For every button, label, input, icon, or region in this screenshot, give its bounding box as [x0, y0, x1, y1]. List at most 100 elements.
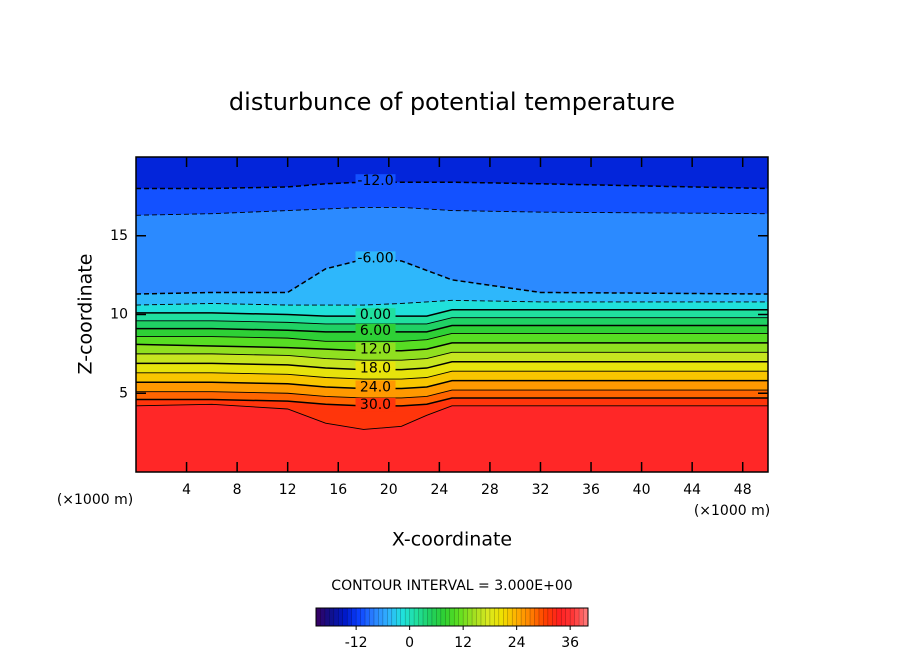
- colorbar-cell: [579, 608, 584, 626]
- colorbar-cell: [329, 608, 335, 626]
- contour-label: -12.0: [357, 173, 393, 189]
- contour-label: 30.0: [360, 397, 391, 413]
- colorbar-cell: [360, 608, 366, 626]
- colorbar-cell: [347, 608, 352, 626]
- colorbar-cell: [494, 608, 500, 626]
- contour-label-bg: [355, 308, 396, 323]
- contour-line: [135, 206, 769, 216]
- colorbar-cell: [449, 608, 455, 626]
- colorbar-cell: [543, 608, 549, 626]
- colorbar-cell: [400, 608, 406, 626]
- colorbar-cell: [445, 608, 451, 626]
- colorbar-cell: [556, 608, 562, 626]
- y-tick-label: 15: [110, 228, 128, 244]
- colorbar-cell: [507, 608, 513, 626]
- y-tick-label: 5: [119, 385, 128, 401]
- contour-interval-note: CONTOUR INTERVAL = 3.000E+00: [331, 578, 572, 594]
- colorbar-cell: [338, 608, 344, 626]
- colorbar-cell: [525, 608, 531, 626]
- x-tick-label: 36: [582, 482, 600, 498]
- colorbar-cell: [530, 608, 535, 626]
- colorbar-cell: [320, 608, 326, 626]
- contour-label-bg: [355, 251, 396, 266]
- contour-label: 12.0: [360, 342, 391, 358]
- x-tick-label: 32: [532, 482, 550, 498]
- colorbar-cell: [414, 608, 419, 626]
- contour-label-bg: [355, 361, 396, 376]
- colorbar-cell: [467, 608, 473, 626]
- contour-label: 24.0: [360, 380, 391, 396]
- x-tick-label: 40: [633, 482, 651, 498]
- contour-label-bg: [355, 380, 396, 395]
- contour-label: 0.00: [360, 307, 391, 323]
- colorbar-cell: [570, 608, 575, 626]
- colorbar-cell: [378, 608, 384, 626]
- colorbar-cell: [489, 608, 495, 626]
- colorbar-cell: [463, 608, 468, 626]
- x-tick-label: 12: [279, 482, 297, 498]
- x-tick-label: 44: [683, 482, 701, 498]
- colorbar-cell: [373, 608, 379, 626]
- contour-label-bg: [355, 323, 396, 338]
- colorbar-cell: [324, 608, 330, 626]
- colorbar-tick-label: 0: [405, 635, 414, 651]
- x-axis-label: X-coordinate: [392, 529, 512, 551]
- colorbar-cell: [512, 608, 517, 626]
- colorbar-cell: [333, 608, 339, 626]
- colorbar-cell: [342, 608, 348, 626]
- colorbar-cell: [387, 608, 393, 626]
- colorbar-cell: [472, 608, 477, 626]
- colorbar-cell: [431, 608, 437, 626]
- colorbar-frame: [315, 607, 589, 627]
- y-axis-label: Z-coordinate: [75, 254, 97, 375]
- contour-label: 18.0: [360, 361, 391, 377]
- contour-line: [135, 299, 768, 306]
- colorbar-cell: [561, 608, 567, 626]
- colorbar-cell: [503, 608, 509, 626]
- colorbar-cell: [396, 608, 402, 626]
- colorbar-cell: [427, 608, 433, 626]
- colorbar-cell: [547, 608, 553, 626]
- contour-label-bg: [355, 174, 396, 189]
- contour-label: -6.00: [357, 250, 393, 266]
- contour-line: [135, 258, 769, 295]
- colorbar-cell: [485, 608, 491, 626]
- colorbar-cell: [356, 608, 361, 626]
- y-unit-label: (×1000 m): [57, 492, 133, 508]
- colorbar-cell: [534, 608, 540, 626]
- colorbar-cell: [476, 608, 482, 626]
- colorbar-cell: [516, 608, 522, 626]
- colorbar-cell: [583, 608, 589, 626]
- contour-line: [136, 332, 768, 342]
- contour-line: [135, 403, 768, 430]
- colorbar-cell: [351, 608, 357, 626]
- colorbar-cell: [440, 608, 446, 626]
- colorbar-cell: [391, 608, 397, 626]
- colorbar-cell: [436, 608, 442, 626]
- colorbar-tick-label: 12: [454, 635, 472, 651]
- colorbar-cell: [552, 608, 558, 626]
- colorbar-cell: [369, 608, 375, 626]
- contour-line: [136, 370, 768, 380]
- x-tick-label: 4: [182, 482, 191, 498]
- y-tick-label: 10: [110, 307, 128, 323]
- colorbar-cell: [316, 608, 321, 626]
- colorbar-cell: [480, 608, 486, 626]
- colorbar-tick-label: -12: [345, 635, 368, 651]
- colorbar-cell: [458, 608, 464, 626]
- chart-title: disturbunce of potential temperature: [229, 88, 675, 116]
- colorbar-cell: [382, 608, 388, 626]
- colorbar-cell: [498, 608, 504, 626]
- x-tick-label: 20: [380, 482, 398, 498]
- contour-fill: [136, 404, 768, 472]
- colorbar-cell: [365, 608, 370, 626]
- colorbar-cell: [405, 608, 410, 626]
- contour-label-bg: [355, 342, 396, 357]
- colorbar-tick-label: 36: [561, 635, 579, 651]
- colorbar-tick-label: 24: [508, 635, 526, 651]
- colorbar-cell: [454, 608, 459, 626]
- contour-label: 6.00: [360, 323, 391, 339]
- x-tick-label: 28: [481, 482, 499, 498]
- x-tick-label: 16: [329, 482, 347, 498]
